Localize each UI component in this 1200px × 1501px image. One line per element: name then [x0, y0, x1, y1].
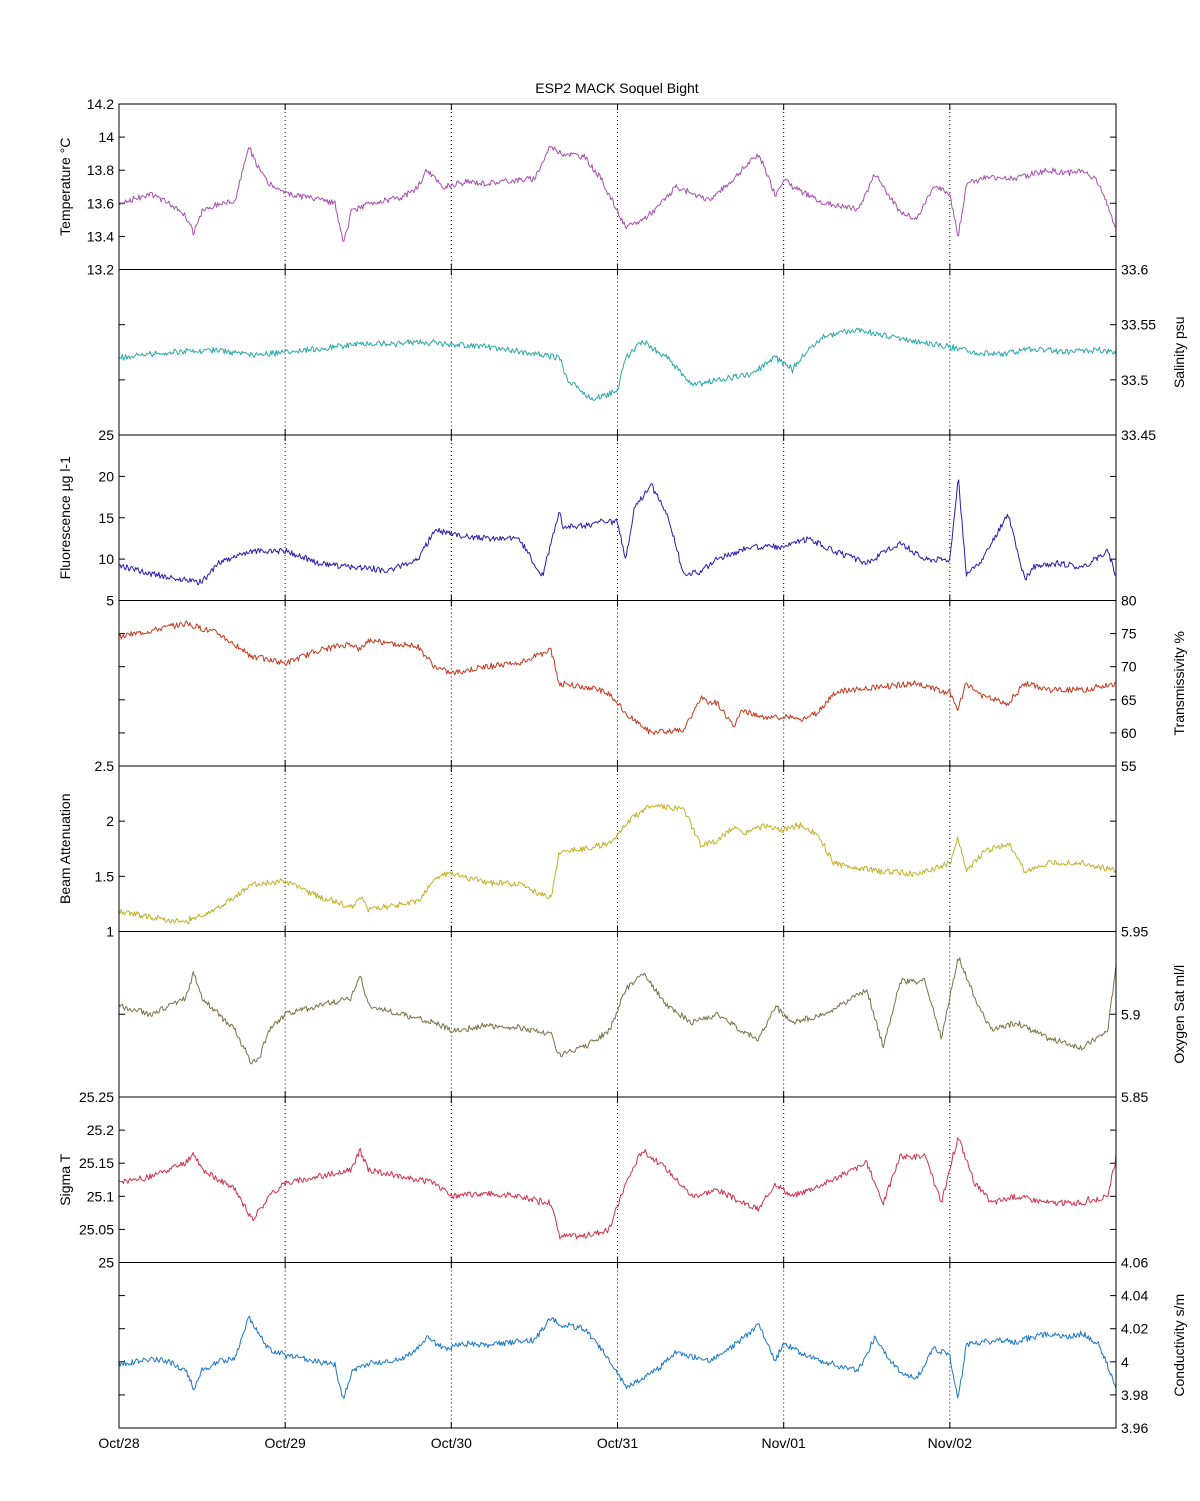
ytick-label-temperature-c-0: 13.2 — [87, 262, 114, 278]
ytick-label-conductivity-s-m-5: 4.06 — [1121, 1255, 1148, 1271]
ytick-label-fluorescence-g-l-1-2: 15 — [98, 510, 114, 526]
ytick-label-temperature-c-1: 13.4 — [87, 228, 114, 244]
ytick-label-beam-attenuation-1: 1.5 — [95, 868, 115, 884]
ytick-label-oxygen-sat-ml-l-0: 5.85 — [1121, 1089, 1148, 1105]
xtick-label-nov-02: Nov/02 — [928, 1435, 973, 1451]
ylabel-temperature-c: Temperature °C — [57, 138, 73, 236]
ytick-label-transmissivity-5: 80 — [1121, 593, 1137, 609]
ylabel-salinity-psu: Salinity psu — [1171, 316, 1187, 388]
ytick-label-beam-attenuation-0: 1 — [106, 924, 114, 940]
series-line-temperature-c — [118, 145, 1117, 242]
ytick-label-transmissivity-4: 75 — [1121, 626, 1137, 642]
ytick-label-salinity-psu-2: 33.55 — [1121, 317, 1156, 333]
ytick-label-salinity-psu-0: 33.45 — [1121, 427, 1156, 443]
ytick-label-sigma-t-1: 25.05 — [79, 1221, 114, 1237]
ytick-label-sigma-t-2: 25.1 — [87, 1188, 114, 1204]
ytick-label-fluorescence-g-l-1-3: 20 — [98, 468, 114, 484]
panel-oxygen-sat-ml-l: 5.85 5.9 5.95 Oxygen Sat ml/l — [118, 924, 1187, 1105]
series-line-transmissivity — [118, 620, 1117, 736]
ytick-label-oxygen-sat-ml-l-2: 5.95 — [1121, 924, 1148, 940]
series-line-fluorescence-g-l-1 — [118, 479, 1117, 586]
chart-title: ESP2 MACK Soquel Bight — [535, 80, 699, 96]
panel-salinity-psu: 33.45 33.5 33.55 33.6 Salinity psu — [118, 262, 1187, 443]
ytick-label-transmissivity-3: 70 — [1121, 659, 1137, 675]
ytick-label-sigma-t-0: 25 — [98, 1255, 114, 1271]
ytick-label-beam-attenuation-3: 2.5 — [95, 758, 115, 774]
ytick-label-beam-attenuation-2: 2 — [106, 813, 114, 829]
ytick-label-sigma-t-3: 25.15 — [79, 1155, 114, 1171]
series-line-conductivity-s-m — [118, 1315, 1117, 1400]
xtick-label-oct-28: Oct/28 — [98, 1435, 139, 1451]
xtick-label-oct-30: Oct/30 — [431, 1435, 472, 1451]
ylabel-sigma-t: Sigma T — [57, 1153, 73, 1205]
ytick-label-fluorescence-g-l-1-0: 5 — [106, 593, 114, 609]
ytick-label-transmissivity-0: 55 — [1121, 758, 1137, 774]
ytick-label-oxygen-sat-ml-l-1: 5.9 — [1121, 1006, 1141, 1022]
ylabel-oxygen-sat-ml-l: Oxygen Sat ml/l — [1171, 965, 1187, 1064]
ylabel-fluorescence-g-l-1: Fluorescence µg l-1 — [57, 456, 73, 579]
panel-frame-conductivity-s-m — [118, 1262, 1117, 1429]
ytick-label-conductivity-s-m-0: 3.96 — [1121, 1420, 1148, 1436]
ytick-label-conductivity-s-m-2: 4 — [1121, 1354, 1129, 1370]
panel-conductivity-s-m: 3.96 3.98 4 4.02 4.04 4.06 Conductivity s/m — [118, 1255, 1187, 1436]
ytick-label-temperature-c-3: 13.8 — [87, 162, 114, 178]
ytick-label-transmissivity-2: 65 — [1121, 692, 1137, 708]
panel-temperature-c: 13.2 13.4 13.6 13.8 14 14.2 Temperature °C — [57, 96, 1117, 278]
series-line-salinity-psu — [118, 327, 1117, 401]
series-line-sigma-t — [118, 1137, 1117, 1240]
series-line-oxygen-sat-ml-l — [118, 957, 1117, 1065]
ytick-label-sigma-t-4: 25.2 — [87, 1122, 114, 1138]
ytick-label-fluorescence-g-l-1-4: 25 — [98, 427, 114, 443]
ylabel-beam-attenuation: Beam Attenuation — [57, 793, 73, 904]
ytick-label-fluorescence-g-l-1-1: 10 — [98, 551, 114, 567]
series-line-beam-attenuation — [118, 803, 1117, 925]
ytick-label-conductivity-s-m-1: 3.98 — [1121, 1387, 1148, 1403]
xtick-label-nov-01: Nov/01 — [761, 1435, 806, 1451]
ytick-label-salinity-psu-3: 33.6 — [1121, 262, 1148, 278]
x-axis: Oct/28 Oct/29 Oct/30 Oct/31 Nov/01 Nov/02 — [98, 1435, 972, 1451]
panel-fluorescence-g-l-1: 5 10 15 20 25 Fluorescence µg l-1 — [57, 427, 1117, 609]
ytick-label-temperature-c-2: 13.6 — [87, 195, 114, 211]
ylabel-transmissivity: Transmissivity % — [1171, 631, 1187, 736]
panel-beam-attenuation: 1 1.5 2 2.5 Beam Attenuation — [57, 758, 1117, 940]
ytick-label-conductivity-s-m-4: 4.04 — [1121, 1288, 1148, 1304]
ylabel-conductivity-s-m: Conductivity s/m — [1171, 1294, 1187, 1397]
xtick-label-oct-29: Oct/29 — [265, 1435, 306, 1451]
ytick-label-transmissivity-1: 60 — [1121, 725, 1137, 741]
xtick-label-oct-31: Oct/31 — [597, 1435, 638, 1451]
ytick-label-conductivity-s-m-3: 4.02 — [1121, 1321, 1148, 1337]
ytick-label-sigma-t-5: 25.25 — [79, 1089, 114, 1105]
ytick-label-temperature-c-5: 14.2 — [87, 96, 114, 112]
ytick-label-temperature-c-4: 14 — [98, 129, 114, 145]
ytick-label-salinity-psu-1: 33.5 — [1121, 372, 1148, 388]
